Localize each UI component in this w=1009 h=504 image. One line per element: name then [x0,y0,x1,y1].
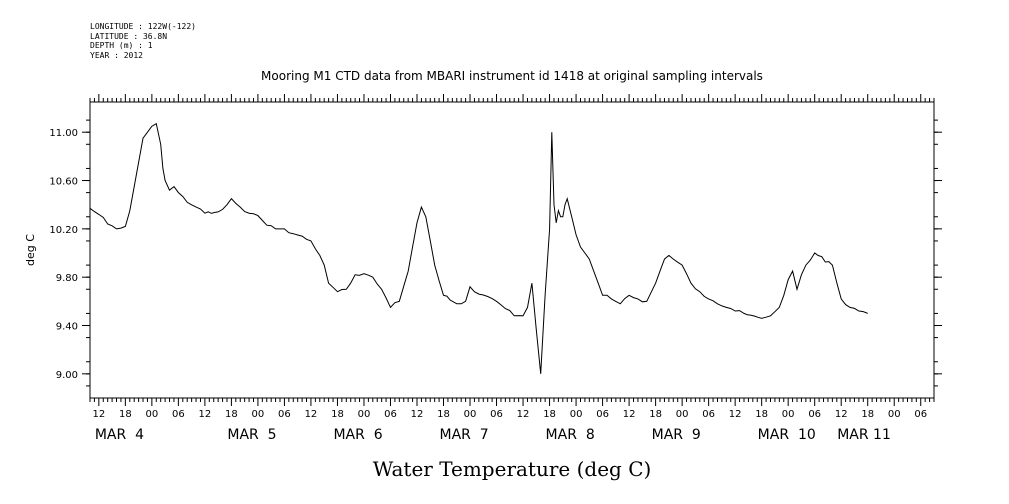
x-tick-label: 06 [702,409,715,420]
x-tick-label: 00 [888,409,901,420]
x-tick-label: 18 [755,409,768,420]
x-tick-label: 12 [92,409,105,420]
x-tick-label: 18 [331,409,344,420]
day-label: MAR 7 [440,427,489,443]
day-label: MAR 5 [227,427,276,443]
y-tick-label: 9.40 [56,322,78,333]
x-tick-label: 18 [225,409,238,420]
day-label: MAR 6 [333,427,382,443]
y-tick-label: 10.20 [49,225,78,236]
longitude-label: LONGITUDE : 122W(-122) [90,22,196,31]
y-tick-label: 9.00 [56,370,78,381]
x-tick-label: 18 [649,409,662,420]
x-tick-label: 06 [490,409,503,420]
year-label: YEAR : 2012 [90,50,143,60]
x-tick-label: 18 [437,409,450,420]
x-tick-label: 00 [464,409,477,420]
day-label: MAR 10 [758,427,816,443]
x-tick-label: 00 [570,409,583,420]
x-tick-label: 12 [517,409,530,420]
x-tick-label: 12 [305,409,318,420]
x-tick-label: 00 [676,409,689,420]
day-label: MAR 11 [837,427,891,443]
day-label: MAR 4 [95,427,144,443]
temperature-line [89,122,868,374]
y-axis-label: deg C [24,234,37,266]
day-label: MAR 8 [546,427,595,443]
x-axis-label: Water Temperature (deg C) [373,457,652,481]
x-tick-label: 18 [119,409,132,420]
x-tick-label: 06 [596,409,609,420]
y-tick-label: 9.80 [56,273,78,284]
tick-layer [82,94,942,406]
plot-frame [89,101,935,399]
x-tick-label: 00 [358,409,371,420]
y-tick-label: 10.60 [49,177,78,188]
x-tick-label: 00 [252,409,265,420]
y-tick-label: 11.00 [49,128,78,139]
x-tick-label: 12 [623,409,636,420]
chart-title: Mooring M1 CTD data from MBARI instrumen… [261,69,763,83]
x-tick-label: 00 [145,409,158,420]
x-tick-label: 18 [861,409,874,420]
metadata-block: LONGITUDE : 122W(-122) LATITUDE : 36.8N … [90,22,196,60]
x-tick-label: 06 [384,409,397,420]
x-tick-label: 06 [914,409,927,420]
latitude-label: LATITUDE : 36.8N [90,31,168,41]
day-label: MAR 9 [652,427,701,443]
x-tick-label: 12 [729,409,742,420]
x-tick-label: 12 [835,409,848,420]
x-tick-label: 12 [199,409,212,420]
axis-labels: 9.00 9.40 9.80 10.20 10.60 11.00 12 18 00 06 12 18 0… [49,128,927,443]
x-tick-label: 18 [543,409,556,420]
x-tick-label: 06 [278,409,291,420]
x-tick-label: 12 [411,409,424,420]
x-tick-label: 06 [808,409,821,420]
x-tick-label: 06 [172,409,185,420]
x-tick-label: 00 [782,409,795,420]
depth-label: DEPTH (m) : 1 [90,41,153,51]
